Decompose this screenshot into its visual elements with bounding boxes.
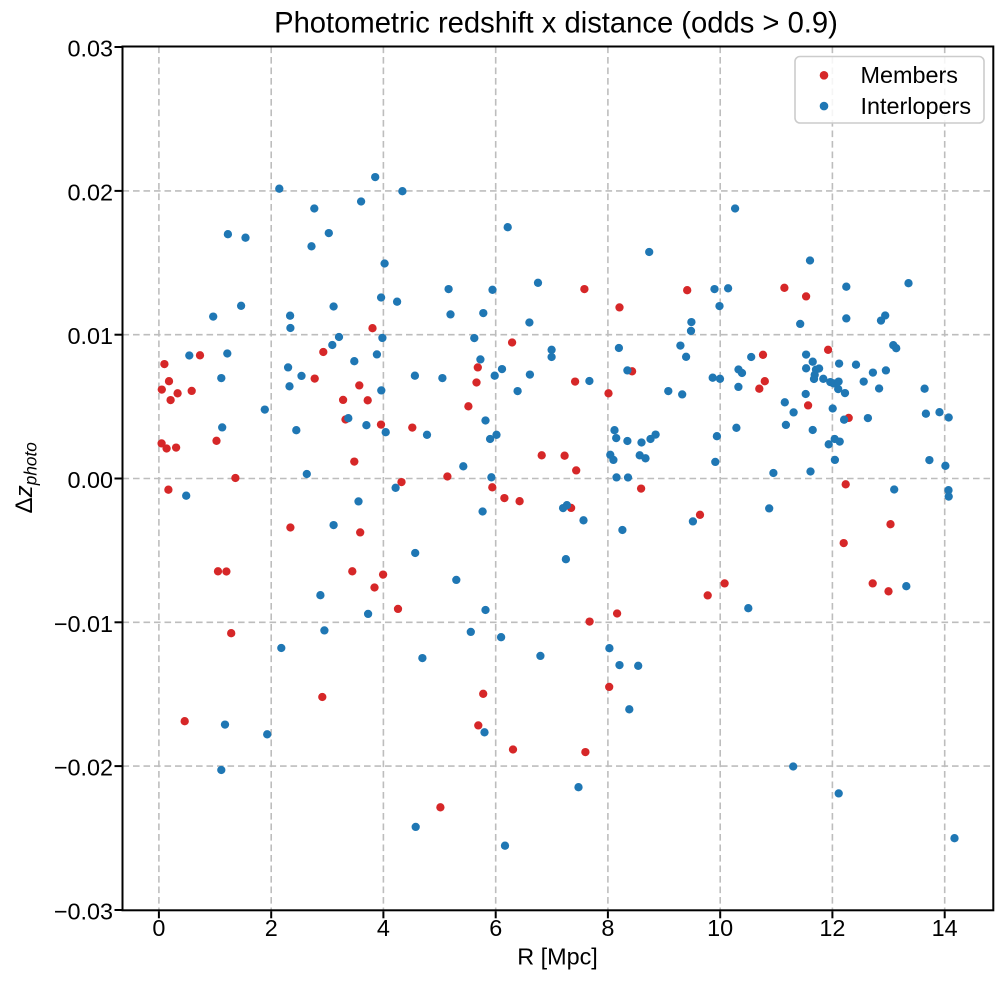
svg-text:14: 14	[932, 915, 958, 941]
svg-text:0: 0	[152, 915, 165, 941]
svg-text:−0.01: −0.01	[54, 611, 113, 637]
svg-text:Photometric redshift x distanc: Photometric redshift x distance (odds > …	[274, 8, 838, 40]
svg-text:Interlopers: Interlopers	[861, 93, 972, 119]
svg-text:−0.02: −0.02	[54, 755, 113, 781]
svg-text:R [Mpc]: R [Mpc]	[517, 943, 598, 969]
svg-text:2: 2	[265, 915, 278, 941]
svg-text:8: 8	[601, 915, 614, 941]
svg-text:0.01: 0.01	[67, 323, 113, 349]
svg-text:Members: Members	[861, 62, 958, 88]
svg-text:10: 10	[707, 915, 733, 941]
svg-text:−0.03: −0.03	[54, 899, 113, 925]
svg-text:0.00: 0.00	[67, 467, 113, 493]
svg-text:4: 4	[377, 915, 390, 941]
svg-text:0.02: 0.02	[67, 179, 113, 205]
svg-text:12: 12	[819, 915, 845, 941]
svg-text:0.03: 0.03	[67, 36, 113, 62]
svg-text:6: 6	[489, 915, 502, 941]
